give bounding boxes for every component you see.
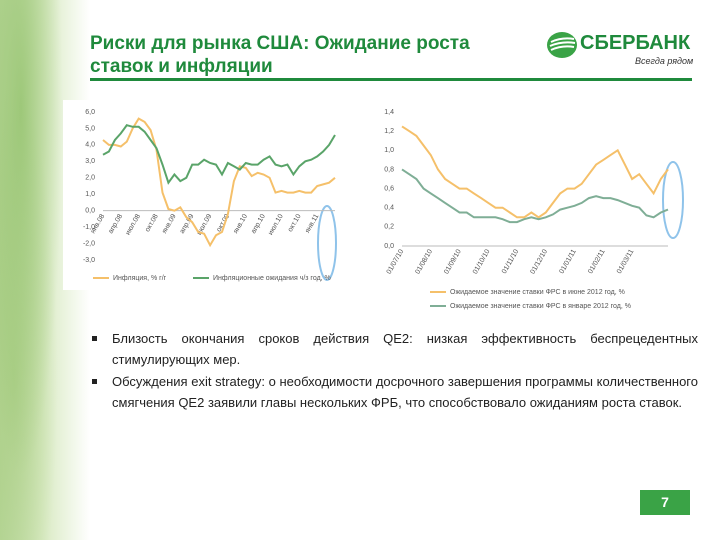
y-tick-label: 0,2 [384, 224, 394, 231]
legend-label: Ожидаемое значение ставки ФРС в июне 201… [450, 289, 625, 296]
highlight [662, 161, 684, 239]
series-line [401, 168, 669, 224]
y-tick-label: -1,0 [83, 224, 95, 231]
logo-icon [547, 32, 577, 58]
y-tick-label: 1,4 [384, 109, 394, 116]
y-tick-label: 6,0 [85, 109, 95, 116]
y-tick-label: -2,0 [83, 240, 95, 247]
x-tick-label: 01/10/10 [472, 248, 492, 275]
series-line [102, 124, 336, 185]
page-number: 7 [640, 490, 690, 515]
x-tick-label: янв.10 [232, 213, 249, 235]
y-tick-label: 1,2 [384, 128, 394, 135]
x-tick-label: окт.08 [144, 213, 160, 233]
y-tick-label: 0,0 [85, 208, 95, 215]
series-line [102, 117, 336, 248]
logo-name: СБЕРБАНК [580, 32, 691, 54]
decor-leaf [0, 0, 70, 540]
x-tick-label: апр.08 [107, 213, 124, 235]
x-tick-label: июл.08 [125, 213, 143, 236]
y-tick-label: -3,0 [83, 257, 95, 264]
y-tick-label: 5,0 [85, 125, 95, 132]
title: Риски для рынка США: Ожидание роста став… [90, 33, 470, 77]
highlight [317, 205, 337, 281]
legend-label: Инфляция, % г/г [113, 275, 167, 282]
y-tick-label: 0,8 [384, 166, 394, 173]
x-tick-label: 01/08/10 [414, 248, 434, 275]
legend-label: Ожидаемое значение ставки ФРС в январе 2… [450, 303, 631, 310]
y-tick-label: 4,0 [85, 142, 95, 149]
x-tick-label: 01/07/10 [386, 248, 406, 275]
title-rule [90, 78, 692, 81]
x-tick-label: 01/12/10 [529, 248, 549, 275]
series-line [401, 125, 669, 219]
x-tick-label: янв.09 [161, 213, 178, 235]
legend-label: Инфляционные ожидания ч/з год, % [213, 275, 331, 282]
y-tick-label: 1,0 [85, 191, 95, 198]
chart: 0,0 0,2 0,4 0,6 0,8 1,0 1,2 1,4 01/07/10 01/08/10… [368, 100, 690, 318]
y-tick-label: 3,0 [85, 158, 95, 165]
bullet: Близость окончания сроков действия QE2: … [92, 328, 698, 370]
x-tick-label: окт.10 [287, 213, 303, 233]
x-tick-label: июл.10 [267, 213, 285, 236]
y-tick-label: 1,0 [384, 147, 394, 154]
x-tick-label: 01/03/11 [616, 248, 635, 275]
bullet-list: Близость окончания сроков действия QE2: … [92, 328, 698, 414]
x-tick-label: 01/11/10 [501, 248, 520, 275]
x-tick-label: апр.10 [250, 213, 267, 235]
y-tick-label: 0,0 [384, 243, 394, 250]
y-tick-label: 0,4 [384, 205, 394, 212]
x-tick-label: 01/02/11 [587, 248, 606, 275]
y-tick-label: 2,0 [85, 175, 95, 182]
bullet: Обсуждения exit strategy: о необходимост… [92, 371, 698, 413]
logo-slogan: Всегда рядом [635, 56, 694, 66]
x-tick-label: 01/09/10 [443, 248, 463, 275]
x-tick-label: 01/01/11 [558, 248, 577, 275]
y-tick-label: 0,6 [384, 185, 394, 192]
